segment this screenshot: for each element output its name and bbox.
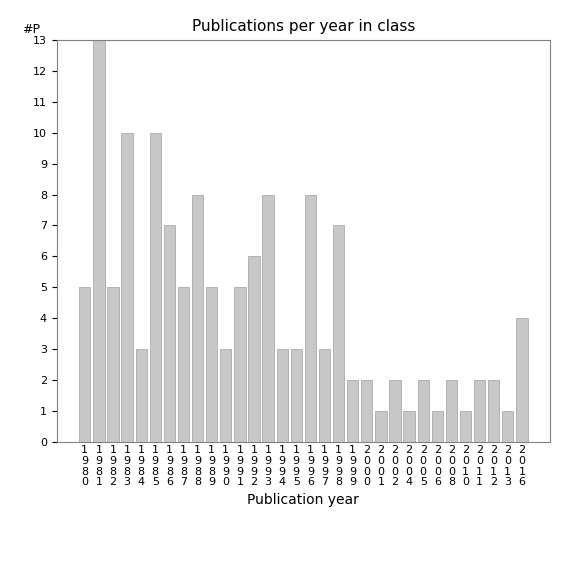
Bar [234,287,246,442]
Bar [502,411,514,442]
Bar [347,380,358,442]
Bar [136,349,147,442]
Bar [417,380,429,442]
Bar [150,133,161,442]
Text: #P: #P [22,23,40,36]
Bar [361,380,373,442]
Bar [333,226,344,442]
X-axis label: Publication year: Publication year [247,493,359,507]
Bar [291,349,302,442]
Bar [474,380,485,442]
Bar [192,194,203,442]
Bar [460,411,471,442]
Bar [390,380,401,442]
Title: Publications per year in class: Publications per year in class [192,19,415,35]
Bar [446,380,457,442]
Bar [517,319,527,442]
Bar [178,287,189,442]
Bar [375,411,387,442]
Bar [206,287,217,442]
Bar [79,287,90,442]
Bar [164,226,175,442]
Bar [263,194,274,442]
Bar [319,349,330,442]
Bar [304,194,316,442]
Bar [248,256,260,442]
Bar [93,40,104,442]
Bar [277,349,288,442]
Bar [488,380,500,442]
Bar [121,133,133,442]
Bar [431,411,443,442]
Bar [404,411,414,442]
Bar [107,287,119,442]
Bar [220,349,231,442]
